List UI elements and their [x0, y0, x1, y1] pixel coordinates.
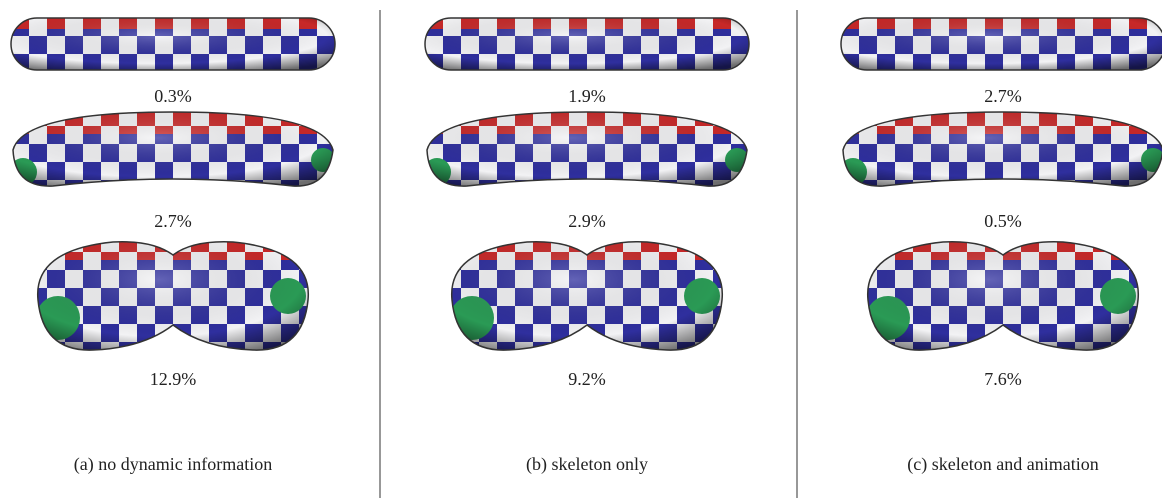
percentage-label: 0.3%	[154, 86, 192, 106]
figure: 0.3% 2.7% 12.9% (a) no dynamic informati…	[0, 0, 1162, 498]
percentage-label: 2.9%	[568, 211, 606, 231]
percentage-label: 12.9%	[150, 369, 197, 389]
caption: (a) no dynamic information	[74, 454, 272, 475]
rendering	[838, 15, 1162, 350]
column: 0.3% 2.7% 12.9% (a) no dynamic informati…	[8, 15, 338, 475]
caption: (b) skeleton only	[526, 454, 648, 475]
percentage-label: 1.9%	[568, 86, 606, 106]
rendering	[8, 15, 338, 350]
caption: (c) skeleton and animation	[907, 454, 1098, 475]
rendering	[422, 15, 752, 350]
percentage-label: 9.2%	[568, 369, 606, 389]
percentage-label: 0.5%	[984, 211, 1022, 231]
percentage-label: 2.7%	[154, 211, 192, 231]
column: 2.7% 0.5% 7.6% (c) skeleton and animatio…	[838, 15, 1162, 475]
percentage-label: 7.6%	[984, 369, 1022, 389]
column: 1.9% 2.9% 9.2% (b) skeleton only	[422, 15, 752, 475]
percentage-label: 2.7%	[984, 86, 1022, 106]
